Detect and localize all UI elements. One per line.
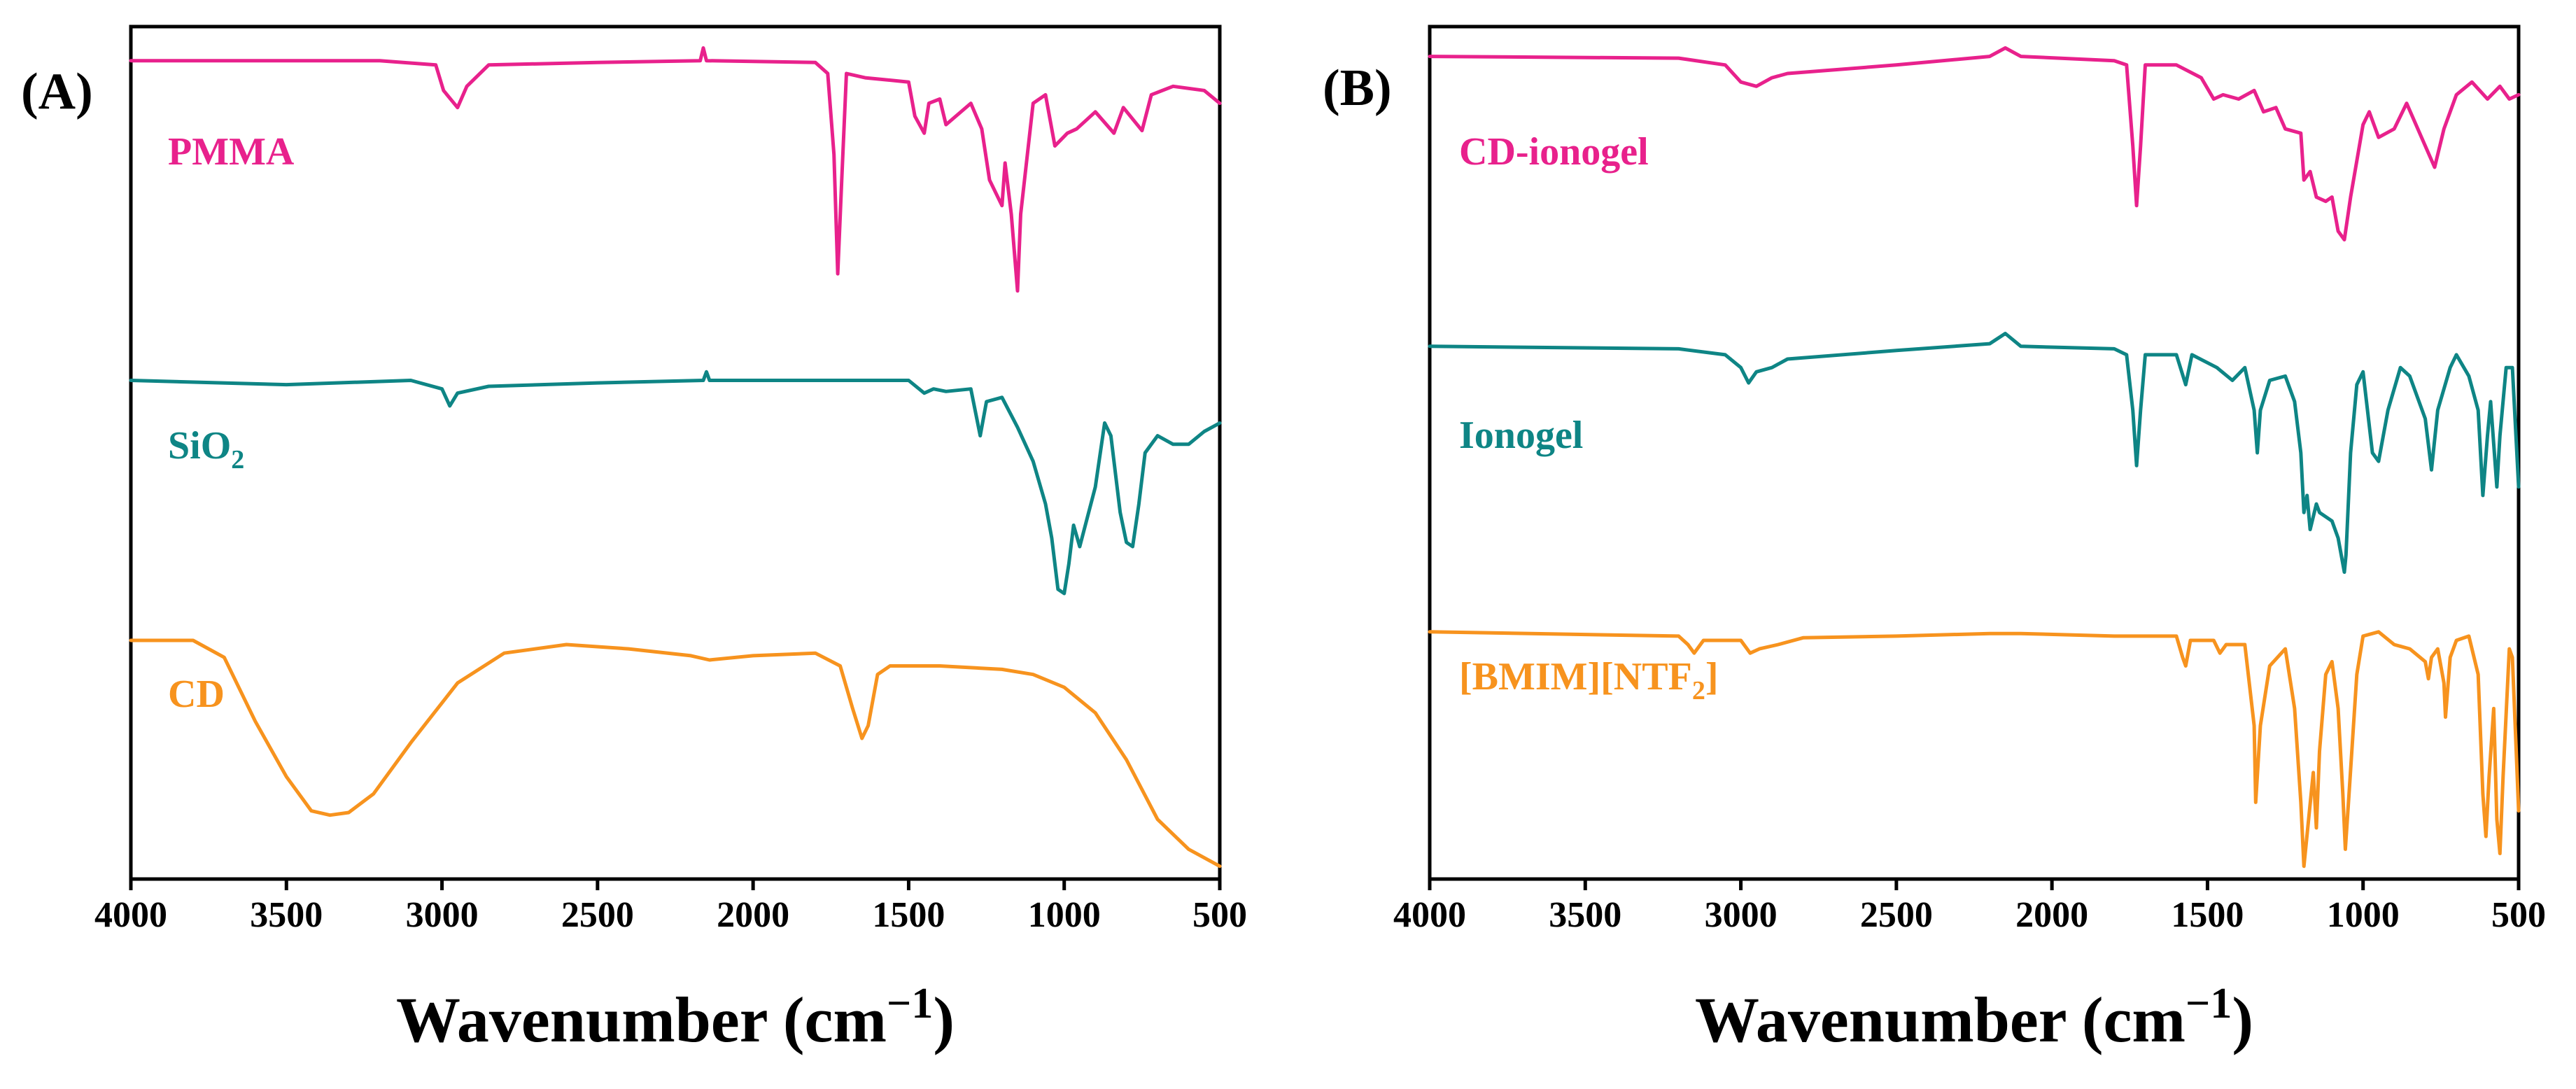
chart-panel-a: (A) 4000 3500 3000 2500 2000 1500 1000 500 PMMA… [21,24,1247,1055]
x-axis-title-close: ) [2232,984,2253,1055]
x-tick-label-3500: 3500 [250,895,323,935]
x-tick-label-1000: 1000 [2327,895,2400,935]
x-axis-tick-labels: 4000 3500 3000 2500 2000 1500 1000 500 [94,895,1247,935]
x-tick-label-2000: 2000 [2015,895,2088,935]
x-tick-label-1500: 1500 [2171,895,2244,935]
x-tick-label-4000: 4000 [1393,895,1466,935]
x-tick-label-1000: 1000 [1028,895,1101,935]
x-tick-label-1500: 1500 [872,895,945,935]
plot-frame [1428,24,2521,881]
chart-panel-b: (B) 4000 3500 3000 2500 2000 1500 1000 500 CD-i… [1323,24,2546,1055]
x-tick-label-2000: 2000 [717,895,789,935]
x-tick-label-4000: 4000 [94,895,167,935]
plot-frame [129,24,1222,881]
series-labels: PMMA SiO2 CD [168,130,295,716]
x-axis-ticks [129,879,1222,890]
x-axis-title-close: ) [933,984,955,1055]
x-tick-label-3000: 3000 [1705,895,1778,935]
series-labels: CD-ionogel Ionogel [BMIM][NTF2] [1459,130,1718,705]
x-axis-title-text: Wavenumber (cm [1695,984,2186,1055]
series-label-ionogel: Ionogel [1459,414,1583,457]
series-label-pmma: PMMA [168,130,295,174]
x-tick-label-500: 500 [2491,895,2546,935]
series-label-sio2: SiO2 [168,424,244,475]
x-axis-ticks [1428,879,2521,890]
series-line-cd-ionogel [1428,46,2521,241]
series-label-cd: CD [168,673,225,716]
x-tick-label-3500: 3500 [1549,895,1621,935]
x-axis-title-superscript: −1 [2186,980,2232,1027]
series-label-cd-ionogel: CD-ionogel [1459,130,1649,174]
panel-label: (B) [1323,59,1392,117]
series-line-ionogel [1428,332,2521,574]
x-axis-title: Wavenumber (cm−1) [1695,980,2253,1055]
x-axis-tick-labels: 4000 3500 3000 2500 2000 1500 1000 500 [1393,895,2546,935]
series-line-bmim-ntf2 [1428,630,2521,869]
series-line-cd [129,638,1222,869]
series-label-bmim-ntf2: [BMIM][NTF2] [1459,655,1718,705]
series-line-sio2 [129,370,1222,596]
series-line-pmma [129,46,1222,293]
x-axis-title: Wavenumber (cm−1) [396,980,955,1055]
series-traces [1428,46,2521,869]
x-axis-title-superscript: −1 [887,980,933,1027]
x-tick-label-500: 500 [1192,895,1247,935]
x-tick-label-2500: 2500 [561,895,634,935]
panel-label: (A) [21,63,93,120]
x-tick-label-2500: 2500 [1860,895,1933,935]
x-axis-title-text: Wavenumber (cm [396,984,887,1055]
x-tick-label-3000: 3000 [406,895,479,935]
series-traces [129,46,1222,869]
